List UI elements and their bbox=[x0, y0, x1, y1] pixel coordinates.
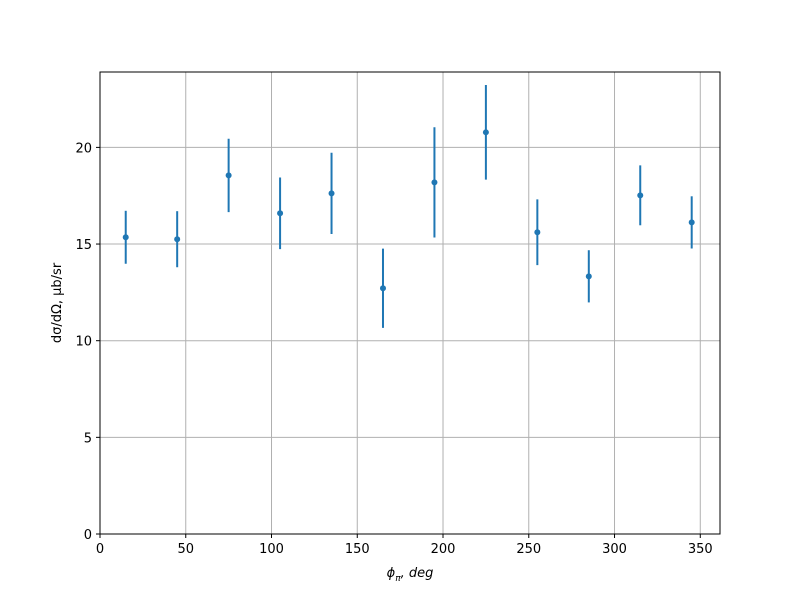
point bbox=[482, 129, 489, 136]
y-tick-label: 10 bbox=[75, 335, 92, 350]
point bbox=[585, 273, 592, 280]
x-tick-label: 200 bbox=[431, 542, 456, 557]
point bbox=[637, 192, 644, 199]
point bbox=[174, 236, 181, 243]
x-tick-label: 100 bbox=[259, 542, 284, 557]
y-tick-label: 15 bbox=[75, 238, 92, 253]
point bbox=[225, 172, 232, 179]
y-axis-label: dσ/dΩ, μb/sr bbox=[50, 262, 65, 343]
y-tick-label: 0 bbox=[84, 528, 92, 543]
y-tick-label: 5 bbox=[84, 431, 92, 446]
x-label-subscript: π bbox=[395, 574, 401, 584]
point bbox=[431, 179, 438, 186]
point bbox=[379, 285, 386, 292]
point bbox=[688, 219, 695, 226]
x-label-symbol: ϕ bbox=[387, 566, 396, 581]
x-tick-label: 300 bbox=[602, 542, 627, 557]
x-tick-label: 350 bbox=[688, 542, 713, 557]
x-tick-label: 250 bbox=[516, 542, 541, 557]
x-tick-label: 0 bbox=[96, 542, 104, 557]
x-tick-label: 50 bbox=[177, 542, 194, 557]
plot-frame bbox=[99, 71, 721, 535]
point bbox=[328, 190, 335, 197]
point bbox=[277, 210, 284, 217]
x-tick-label: 150 bbox=[345, 542, 370, 557]
point bbox=[122, 234, 129, 241]
y-tick-label: 20 bbox=[75, 141, 92, 156]
x-axis-label: ϕπ, deg bbox=[387, 566, 434, 584]
point bbox=[534, 229, 541, 236]
x-label-rest: , deg bbox=[401, 566, 434, 581]
